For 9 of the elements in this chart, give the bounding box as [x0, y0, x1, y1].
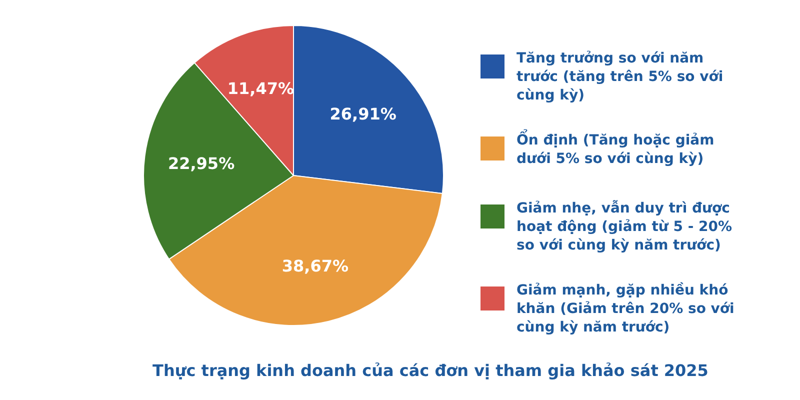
- legend-label: Tăng trưởng so với năm trước (tăng trên 5% so với cùng kỳ): [516, 50, 724, 104]
- legend-label: Giảm nhẹ, vẫn duy trì được hoạt động (giảm từ 5 - 20% so với cùng kỳ năm trước): [516, 200, 732, 254]
- data-label: 26,91%: [330, 104, 396, 124]
- legend-label: Ổn định (Tăng hoặc giảm dưới 5% so với cùng kỳ): [516, 128, 714, 167]
- data-label: 22,95%: [168, 154, 235, 174]
- legend-label: Giảm mạnh, gặp nhiều khó khăn (Giảm trên 20% so với cùng kỳ năm trước): [516, 282, 734, 336]
- text: Thực trạng kinh doanh của các đơn vị tham gia khảo sát 2025: [152, 361, 708, 380]
- data-label: 11,47%: [227, 78, 294, 98]
- data-label: 38,67%: [282, 256, 349, 276]
